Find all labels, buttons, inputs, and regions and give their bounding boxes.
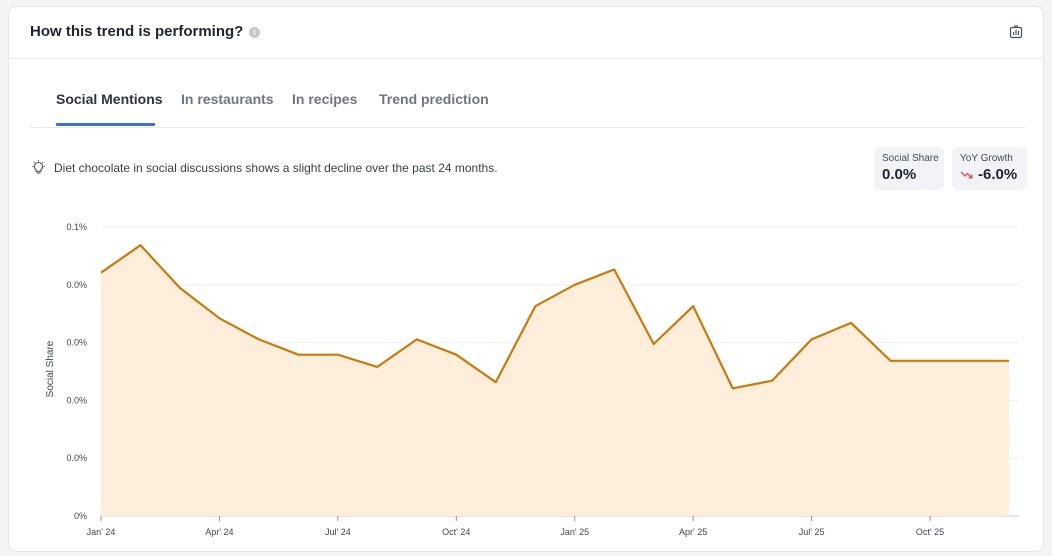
social-share-label: Social Share xyxy=(882,153,939,164)
tab-social-mentions[interactable]: Social Mentions xyxy=(56,91,163,107)
x-tick-label: Apr' 24 xyxy=(205,527,233,537)
x-tick-label: Jul' 25 xyxy=(799,527,825,537)
x-tick-label: Jan' 25 xyxy=(560,527,589,537)
y-tick-label: 0.0% xyxy=(66,395,87,405)
yoy-growth-value: -6.0% xyxy=(978,166,1018,183)
y-axis-ticks: 0% 0.0% 0.0% 0.0% 0.0% 0.1% xyxy=(66,222,87,521)
x-tick-label: Jul' 24 xyxy=(325,527,351,537)
trend-performance-card: How this trend is performing? i Social M… xyxy=(8,6,1044,552)
insight-text: Diet chocolate in social discussions sho… xyxy=(54,161,498,175)
x-tick-label: Oct' 25 xyxy=(916,527,944,537)
tab-in-recipes[interactable]: In recipes xyxy=(292,91,358,107)
y-tick-label: 0.0% xyxy=(66,338,87,348)
chart-export-icon[interactable] xyxy=(1009,25,1023,39)
yoy-growth-label: YoY Growth xyxy=(960,153,1013,164)
y-axis-title: Social Share xyxy=(45,340,56,397)
info-icon[interactable]: i xyxy=(249,27,260,38)
social-share-metric: Social Share 0.0% xyxy=(874,147,944,190)
tab-bar: Social Mentions In restaurants In recipe… xyxy=(29,87,1025,128)
insight-row: Diet chocolate in social discussions sho… xyxy=(31,159,498,177)
tab-in-restaurants[interactable]: In restaurants xyxy=(181,91,274,107)
series-area-fill xyxy=(101,245,1009,516)
social-share-value: 0.0% xyxy=(882,166,917,183)
x-tick-label: Oct' 24 xyxy=(442,527,470,537)
y-tick-label: 0% xyxy=(74,511,87,521)
tab-trend-prediction[interactable]: Trend prediction xyxy=(379,91,489,107)
x-tick-label: Jan' 24 xyxy=(87,527,116,537)
yoy-growth-metric: YoY Growth -6.0% xyxy=(952,147,1027,190)
y-tick-label: 0.1% xyxy=(66,222,87,232)
y-tick-label: 0.0% xyxy=(66,453,87,463)
lightbulb-icon xyxy=(32,160,45,174)
y-tick-label: 0.0% xyxy=(66,280,87,290)
x-axis-ticks: Jan' 24 Apr' 24 Jul' 24 Oct' 24 Jan' 25 Apr' … xyxy=(87,516,944,537)
series-line xyxy=(100,244,1009,390)
trend-down-arrow-icon xyxy=(960,171,973,179)
card-header: How this trend is performing? i xyxy=(9,7,1043,59)
x-tick-label: Apr' 25 xyxy=(679,527,707,537)
social-share-area-chart: 0% 0.0% 0.0% 0.0% 0.0% 0.1% Jan' 24 Apr' 24 Jul… xyxy=(45,222,1019,537)
yoy-growth-row: -6.0% xyxy=(960,166,1019,183)
card-title: How this trend is performing? xyxy=(30,23,244,40)
active-tab-indicator xyxy=(56,123,155,126)
